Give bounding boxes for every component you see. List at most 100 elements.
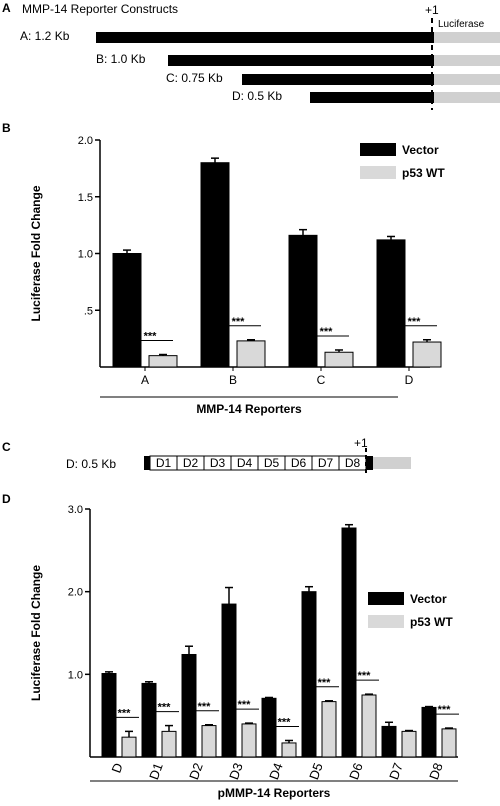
bar-p53-b bbox=[236, 340, 266, 368]
y-axis-title: Luciferase Fold Change bbox=[29, 565, 43, 701]
y-axis-title: Luciferase Fold Change bbox=[29, 185, 43, 321]
category-label-d4: D4 bbox=[266, 761, 286, 782]
category-label-d7: D7 bbox=[386, 761, 406, 782]
legend-swatch-p53 bbox=[368, 615, 404, 628]
construct-c-promoter bbox=[242, 74, 434, 85]
category-label-a: A bbox=[141, 373, 149, 387]
panel-d-chart: D 3.0 2.0 1.0 Luciferase Fold Change *** D *** D… bbox=[2, 492, 459, 800]
segment-label-d4: D4 bbox=[237, 456, 253, 470]
panel-c-start-block bbox=[144, 456, 150, 470]
bar-vector-a bbox=[112, 253, 142, 368]
significance-marker-d1: *** bbox=[158, 702, 172, 714]
bar-p53-d bbox=[412, 341, 442, 368]
panel-c: C +1 D: 0.5 Kb D1 D2 D3 D4 D5 D6 D7 D8 bbox=[2, 436, 411, 476]
bar-p53-a bbox=[148, 355, 178, 368]
bar-vector-d5 bbox=[301, 591, 317, 758]
legend-label-vector: Vector bbox=[410, 592, 447, 606]
significance-marker-d2: *** bbox=[198, 701, 212, 713]
segment-label-d2: D2 bbox=[183, 456, 199, 470]
construct-d-promoter bbox=[310, 92, 434, 103]
bar-p53-d3 bbox=[241, 723, 257, 758]
category-label-d3: D3 bbox=[226, 761, 246, 782]
significance-marker-d5: *** bbox=[318, 677, 332, 689]
panel-c-segments: D1 D2 D3 D4 D5 D6 D7 D8 bbox=[149, 455, 367, 471]
y-tick-label: 1.5 bbox=[78, 192, 93, 204]
construct-b-promoter bbox=[168, 55, 434, 66]
panel-c-luciferase bbox=[373, 457, 411, 469]
bar-vector-d8 bbox=[421, 706, 437, 758]
y-tick-label: 1.0 bbox=[78, 249, 93, 261]
bar-vector-b bbox=[200, 162, 230, 368]
category-label-d2: D2 bbox=[186, 761, 206, 782]
segment-label-d6: D6 bbox=[291, 456, 307, 470]
category-label-c: C bbox=[317, 373, 326, 387]
bar-vector-d2 bbox=[181, 653, 197, 758]
legend-swatch-vector bbox=[368, 592, 404, 605]
bar-p53-c bbox=[324, 351, 354, 368]
construct-a-luciferase bbox=[434, 32, 500, 43]
significance-marker-d3: *** bbox=[238, 699, 252, 711]
category-label-d: D bbox=[109, 761, 126, 775]
panel-a-plus-one: +1 bbox=[425, 3, 439, 17]
category-label-b: B bbox=[229, 373, 237, 387]
construct-c-label: C: 0.75 Kb bbox=[166, 71, 223, 85]
segment-label-d5: D5 bbox=[264, 456, 280, 470]
bar-vector-d3 bbox=[221, 603, 237, 758]
bar-p53-d1 bbox=[161, 730, 177, 758]
panel-b-letter: B bbox=[2, 121, 11, 135]
panel-a: A MMP-14 Reporter Constructs +1 Lucifera… bbox=[2, 1, 500, 110]
bar-p53-d5 bbox=[321, 701, 337, 758]
bar-vector-d6 bbox=[341, 527, 357, 758]
y-tick-label: .5 bbox=[84, 305, 93, 317]
bar-vector-d bbox=[101, 673, 117, 758]
category-label-d8: D8 bbox=[426, 761, 446, 782]
panel-a-luciferase-label: Luciferase bbox=[438, 19, 485, 30]
panel-b-chart: B 2.0 1.5 1.0 .5 Luciferase Fold Change *** A **… bbox=[2, 121, 445, 416]
y-tick-label: 2.0 bbox=[68, 587, 83, 599]
bar-vector-d1 bbox=[141, 682, 157, 758]
category-label-d: D bbox=[405, 373, 414, 387]
y-tick-label: 2.0 bbox=[78, 135, 93, 147]
segment-label-d3: D3 bbox=[210, 456, 226, 470]
construct-b-label: B: 1.0 Kb bbox=[96, 52, 146, 66]
legend-swatch-vector bbox=[360, 143, 396, 156]
x-axis-title: MMP-14 Reporters bbox=[196, 402, 302, 416]
panel-c-label: D: 0.5 Kb bbox=[66, 457, 116, 471]
bar-p53-d4 bbox=[281, 742, 297, 758]
segment-label-d7: D7 bbox=[318, 456, 334, 470]
construct-d-label: D: 0.5 Kb bbox=[232, 89, 282, 103]
category-label-d5: D5 bbox=[306, 761, 326, 782]
construct-b-luciferase bbox=[434, 55, 500, 66]
panel-c-plus-one: +1 bbox=[354, 436, 368, 450]
panel-c-end-block bbox=[366, 456, 373, 470]
significance-marker-d4: *** bbox=[278, 716, 292, 728]
category-label-d1: D1 bbox=[146, 761, 166, 782]
construct-c-luciferase bbox=[434, 74, 500, 85]
bar-p53-d6 bbox=[361, 694, 377, 758]
panel-a-letter: A bbox=[2, 1, 11, 15]
significance-marker-d: *** bbox=[118, 707, 132, 719]
legend-label-vector: Vector bbox=[402, 143, 439, 157]
segment-label-d8: D8 bbox=[345, 456, 361, 470]
construct-a-promoter bbox=[96, 32, 434, 43]
significance-marker-c: *** bbox=[320, 326, 334, 338]
segment-label-d1: D1 bbox=[156, 456, 172, 470]
construct-d-luciferase bbox=[434, 92, 500, 103]
x-axis-title: pMMP-14 Reporters bbox=[218, 786, 331, 800]
legend-label-p53: p53 WT bbox=[402, 166, 445, 180]
significance-marker-d6: *** bbox=[358, 670, 372, 682]
bar-p53-d2 bbox=[201, 725, 217, 758]
category-label-d6: D6 bbox=[346, 761, 366, 782]
y-tick-label: 3.0 bbox=[68, 504, 83, 516]
significance-marker-d8: *** bbox=[438, 704, 452, 716]
bar-vector-d bbox=[376, 239, 406, 368]
bar-p53-d bbox=[121, 736, 137, 758]
bar-p53-d8 bbox=[441, 728, 457, 758]
significance-marker-a: *** bbox=[144, 331, 158, 343]
y-tick-label: 1.0 bbox=[68, 669, 83, 681]
significance-marker-b: *** bbox=[232, 316, 246, 328]
bar-vector-c bbox=[288, 234, 318, 368]
bar-p53-d7 bbox=[401, 730, 417, 758]
significance-marker-d: *** bbox=[408, 316, 422, 328]
